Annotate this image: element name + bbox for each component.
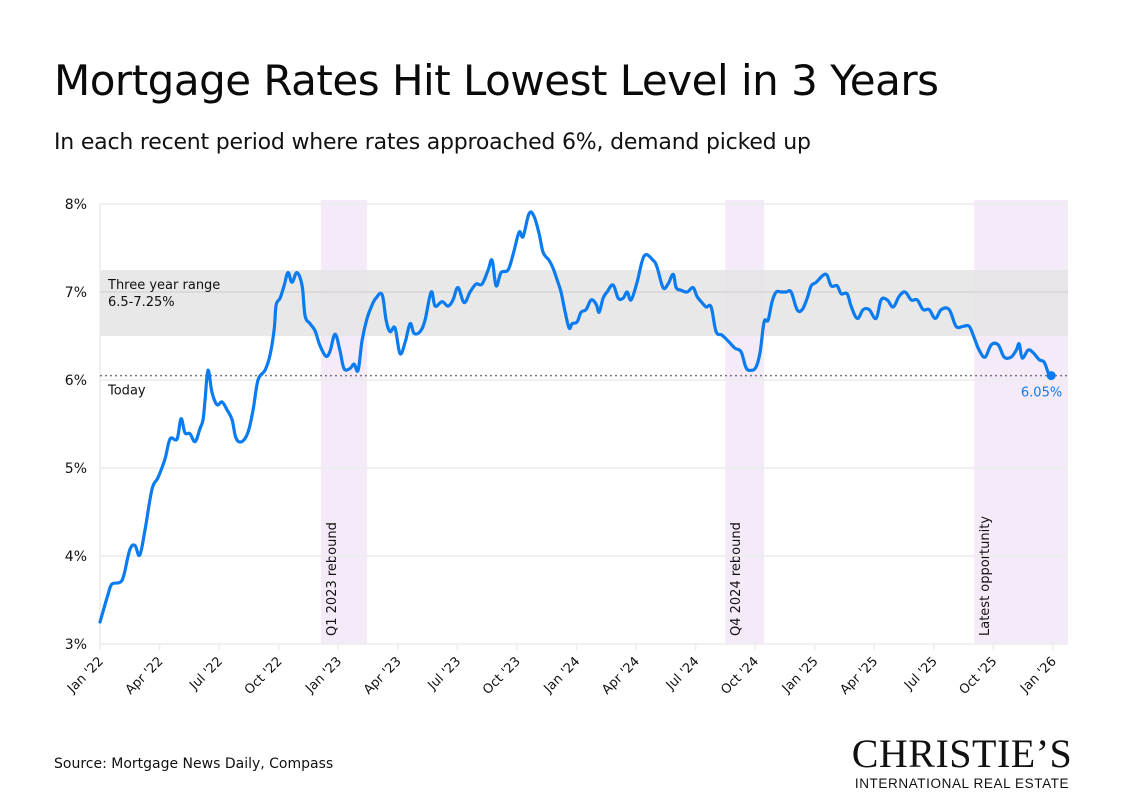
- range-band-rect: [100, 270, 1068, 336]
- x-tick-label: Jan '24: [541, 654, 584, 697]
- today-label: Today: [107, 384, 146, 399]
- highlight-period-label: Q4 2024 rebound: [729, 522, 744, 636]
- x-tick-label: Oct '25: [957, 654, 1001, 698]
- range-band-label: Three year range: [107, 278, 220, 293]
- logo-wordmark: CHRISTIE’S: [851, 731, 1073, 776]
- x-tick-label: Oct '23: [480, 654, 524, 698]
- rate-series: [98, 210, 1056, 624]
- range-band-value: 6.5-7.25%: [108, 295, 175, 310]
- y-tick-label: 8%: [65, 197, 87, 213]
- y-tick-label: 5%: [65, 461, 87, 477]
- x-tick-label: Oct '24: [718, 654, 762, 698]
- x-tick-label: Apr '23: [361, 654, 405, 698]
- chart-title: Mortgage Rates Hit Lowest Level in 3 Yea…: [54, 56, 939, 105]
- x-tick-label: Jul '24: [663, 654, 703, 694]
- rate-line: [98, 210, 1053, 624]
- y-tick-label: 6%: [65, 373, 87, 389]
- y-tick-label: 7%: [65, 285, 87, 301]
- christies-logo: CHRISTIE’S INTERNATIONAL REAL ESTATE: [842, 731, 1082, 792]
- grid-lines: [99, 203, 1068, 648]
- y-tick-label: 4%: [65, 549, 87, 565]
- highlight-period-label: Q1 2023 rebound: [325, 522, 340, 636]
- x-tick-label: Jan '23: [302, 654, 345, 697]
- y-tick-label: 3%: [65, 637, 87, 653]
- x-tick-label: Jul '22: [186, 654, 226, 694]
- x-tick-label: Jul '25: [901, 654, 941, 694]
- highlight-periods: Q1 2023 rebound Q4 2024 rebound Latest opp…: [320, 200, 1068, 644]
- x-tick-label: Oct '22: [242, 654, 286, 698]
- annotations: Three year range 6.5-7.25% Today 6.05%: [107, 278, 1062, 401]
- end-point-marker: [1046, 371, 1056, 381]
- chart-subtitle: In each recent period where rates approa…: [54, 130, 811, 155]
- source-note: Source: Mortgage News Daily, Compass: [54, 756, 334, 772]
- highlight-period-label: Latest opportunity: [978, 516, 993, 636]
- x-tick-label: Apr '25: [837, 654, 881, 698]
- x-tick-label: Apr '24: [599, 654, 643, 698]
- logo-subtitle: INTERNATIONAL REAL ESTATE: [854, 776, 1070, 791]
- x-tick-label: Jan '26: [1017, 654, 1060, 697]
- x-tick-label: Jan '25: [779, 654, 822, 697]
- three-year-range-band: [100, 270, 1068, 336]
- x-tick-label: Apr '22: [123, 654, 167, 698]
- x-tick-label: Jul '23: [425, 654, 465, 694]
- end-point-label: 6.05%: [1021, 386, 1062, 401]
- x-tick-label: Jan '22: [64, 654, 107, 697]
